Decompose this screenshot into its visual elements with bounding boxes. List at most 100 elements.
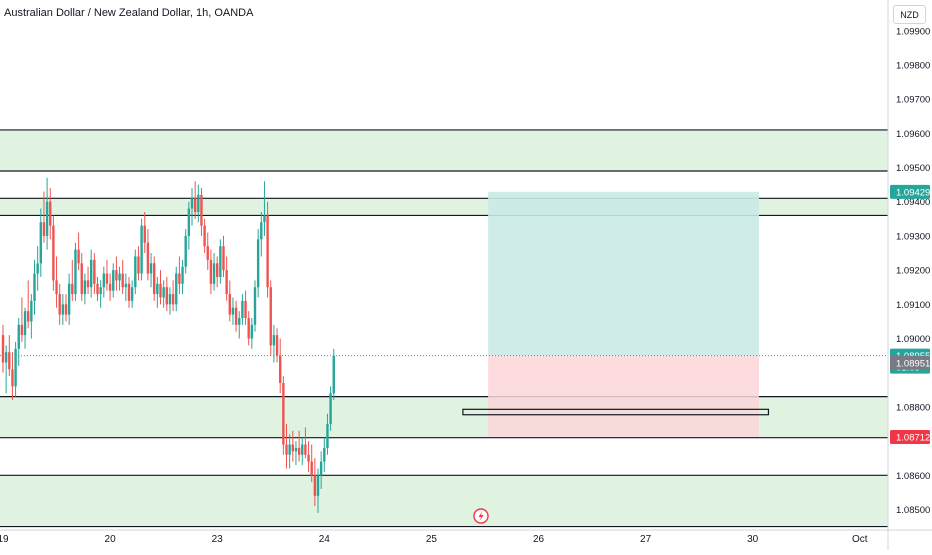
zone-0[interactable]	[0, 129, 888, 171]
candle[interactable]	[140, 225, 143, 274]
position-target-area[interactable]	[488, 191, 759, 356]
candle[interactable]	[225, 270, 228, 295]
candle[interactable]	[90, 259, 93, 288]
candle[interactable]	[55, 280, 58, 295]
candle[interactable]	[156, 283, 159, 295]
candle[interactable]	[250, 324, 254, 339]
candle[interactable]	[33, 273, 36, 301]
candle[interactable]	[61, 304, 65, 315]
candle[interactable]	[23, 311, 27, 336]
candle[interactable]	[316, 475, 320, 496]
candle[interactable]	[39, 222, 42, 264]
candle[interactable]	[288, 444, 291, 455]
zone-3[interactable]	[0, 475, 888, 527]
candle[interactable]	[86, 280, 90, 288]
candle[interactable]	[222, 246, 225, 271]
candle[interactable]	[11, 369, 14, 387]
candle[interactable]	[36, 263, 39, 274]
candle[interactable]	[124, 283, 128, 288]
candle[interactable]	[184, 235, 187, 267]
candle[interactable]	[326, 424, 329, 448]
candle[interactable]	[209, 259, 213, 284]
candle[interactable]	[200, 194, 203, 226]
candle[interactable]	[301, 444, 304, 455]
candle[interactable]	[27, 311, 30, 322]
candle[interactable]	[102, 273, 105, 288]
position-stop-area[interactable]	[488, 355, 759, 437]
candle[interactable]	[71, 283, 74, 295]
candle[interactable]	[1, 335, 5, 363]
candle[interactable]	[171, 294, 175, 305]
candle[interactable]	[228, 294, 231, 315]
candle[interactable]	[329, 393, 332, 424]
candle[interactable]	[272, 335, 276, 346]
candle[interactable]	[256, 239, 260, 288]
candle[interactable]	[266, 215, 269, 288]
candle[interactable]	[310, 461, 313, 476]
candle[interactable]	[137, 256, 140, 274]
candle[interactable]	[313, 475, 317, 496]
candle[interactable]	[8, 352, 11, 370]
currency-selector[interactable]: NZD	[893, 5, 926, 24]
drawn-rectangle[interactable]	[462, 408, 770, 416]
candle[interactable]	[121, 273, 124, 288]
candle[interactable]	[146, 242, 150, 274]
candle[interactable]	[130, 287, 134, 301]
candle[interactable]	[206, 246, 209, 260]
candle[interactable]	[241, 300, 244, 318]
candle[interactable]	[93, 259, 96, 284]
candle[interactable]	[149, 263, 153, 274]
candle[interactable]	[332, 355, 335, 394]
candle[interactable]	[143, 225, 146, 243]
candle[interactable]	[282, 382, 285, 445]
candle[interactable]	[96, 283, 99, 295]
candle[interactable]	[279, 355, 282, 383]
candle[interactable]	[285, 444, 288, 455]
candle[interactable]	[234, 307, 238, 325]
candle[interactable]	[153, 263, 156, 295]
candle[interactable]	[253, 287, 257, 325]
candle[interactable]	[134, 256, 137, 288]
candle[interactable]	[260, 222, 263, 240]
candle[interactable]	[307, 454, 310, 462]
candle[interactable]	[118, 273, 121, 281]
candle[interactable]	[30, 300, 33, 322]
candle[interactable]	[49, 201, 52, 226]
candle[interactable]	[42, 222, 46, 236]
candle[interactable]	[108, 283, 112, 291]
candle[interactable]	[77, 249, 80, 264]
candle[interactable]	[238, 318, 241, 325]
candle[interactable]	[83, 280, 87, 295]
candle[interactable]	[14, 348, 17, 387]
candle[interactable]	[175, 273, 178, 305]
candle[interactable]	[197, 194, 200, 212]
candle[interactable]	[304, 444, 307, 455]
candle[interactable]	[162, 287, 165, 298]
candle[interactable]	[212, 263, 216, 284]
candle[interactable]	[231, 307, 235, 315]
candle[interactable]	[64, 304, 68, 315]
candle[interactable]	[17, 324, 20, 349]
candle[interactable]	[216, 263, 219, 277]
candle[interactable]	[20, 324, 24, 336]
candle[interactable]	[45, 201, 49, 236]
candle[interactable]	[269, 287, 272, 346]
candle[interactable]	[291, 444, 294, 452]
candle[interactable]	[181, 266, 184, 284]
candle[interactable]	[159, 283, 162, 298]
candle[interactable]	[294, 447, 298, 452]
candle[interactable]	[112, 270, 115, 291]
candle[interactable]	[168, 294, 172, 305]
candle[interactable]	[187, 208, 191, 236]
candle[interactable]	[275, 335, 279, 356]
candle[interactable]	[115, 270, 118, 281]
candle[interactable]	[99, 287, 102, 295]
candle[interactable]	[74, 249, 77, 295]
candle[interactable]	[67, 283, 71, 315]
candle[interactable]	[105, 273, 109, 284]
candle[interactable]	[80, 263, 83, 295]
candle[interactable]	[178, 273, 181, 284]
candle[interactable]	[190, 198, 194, 209]
candle[interactable]	[219, 246, 222, 277]
